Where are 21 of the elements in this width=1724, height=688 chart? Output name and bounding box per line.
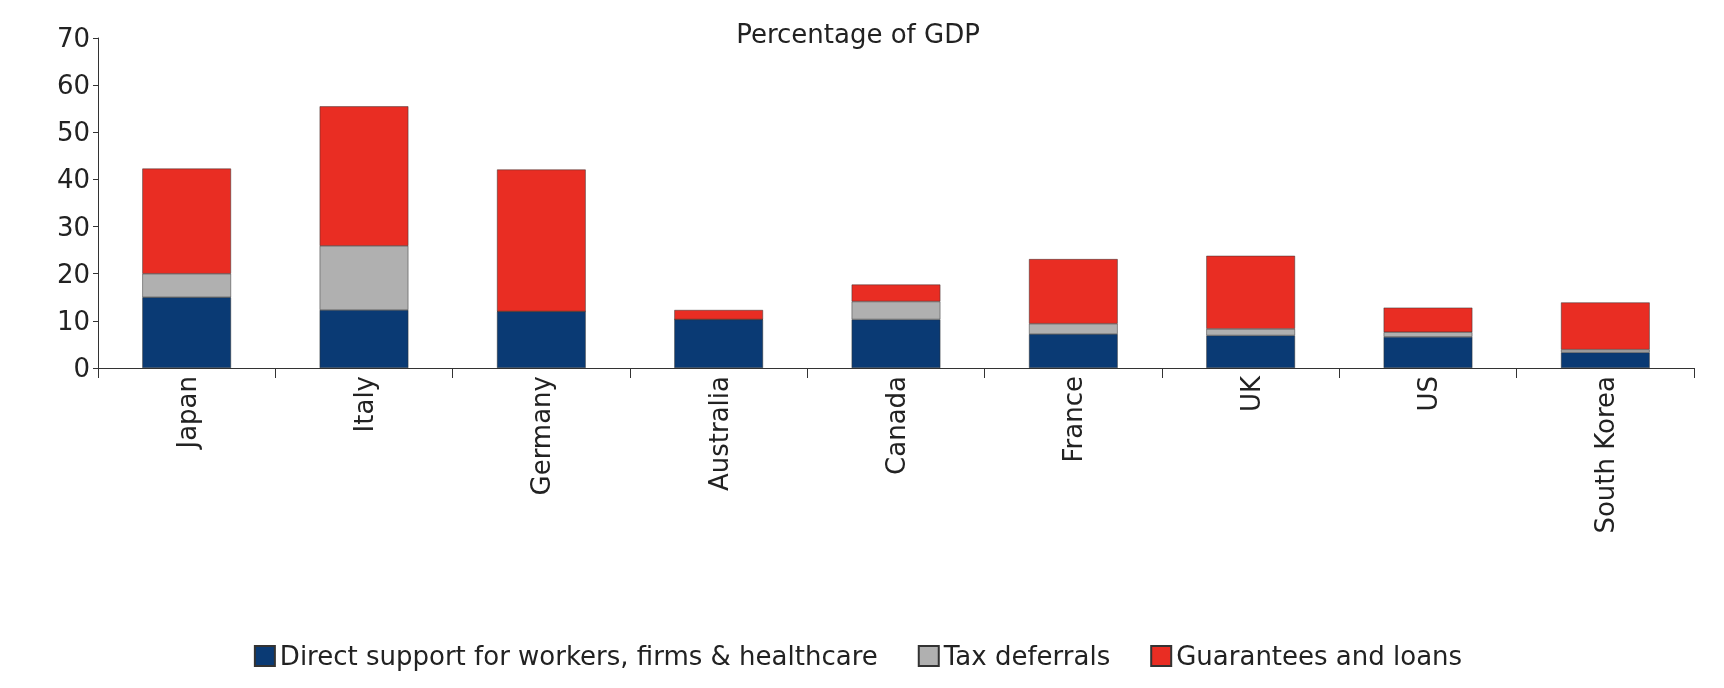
chart-title: Percentage of GDP — [736, 19, 980, 49]
y-tick-label: 10 — [56, 305, 90, 336]
x-tick-label: Japan — [171, 376, 202, 451]
x-tick-label: Germany — [526, 376, 557, 496]
legend-label: Guarantees and loans — [1176, 641, 1463, 671]
x-tick-label: Italy — [349, 376, 379, 433]
y-tick-label: 40 — [56, 164, 90, 195]
x-tick-label: Australia — [703, 376, 734, 492]
y-tick-label: 60 — [56, 70, 90, 101]
y-tick-label: 0 — [73, 353, 90, 383]
x-tick-label: UK — [1235, 375, 1266, 413]
x-tick-label: South Korea — [1590, 376, 1621, 534]
legend-label: Tax deferrals — [942, 641, 1111, 671]
y-tick-label: 30 — [56, 211, 90, 242]
y-tick-label: 70 — [56, 23, 90, 53]
y-tick-label: 50 — [56, 117, 90, 148]
y-tick-label: 20 — [56, 258, 90, 289]
x-tick-label: US — [1413, 376, 1443, 412]
legend-label: Direct support for workers, firms & healthcare — [279, 641, 878, 671]
x-tick-label: France — [1058, 376, 1089, 463]
x-tick-label: Canada — [881, 376, 911, 475]
